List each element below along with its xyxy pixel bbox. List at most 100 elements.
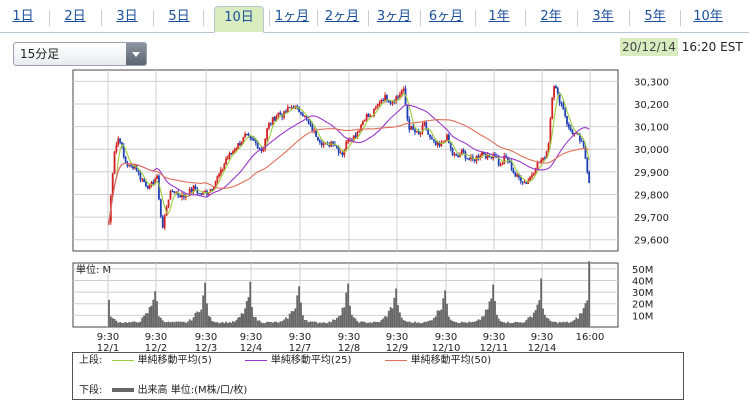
- tab-2年[interactable]: 2年: [540, 9, 562, 24]
- volume-bar: [146, 313, 149, 327]
- price-chart: 29,600 29,700 29,800 29,900 30,000 30,100 30,2…: [72, 69, 669, 352]
- candle-body: [519, 177, 522, 182]
- candle-body: [318, 140, 321, 143]
- volume-bar: [444, 290, 447, 327]
- tab-10日[interactable]: 10日: [214, 6, 264, 33]
- volume-bar: [545, 317, 548, 327]
- volume-bar: [244, 308, 246, 327]
- volume-bar: [481, 316, 483, 327]
- volume-bar: [419, 323, 422, 327]
- volume-bar: [374, 321, 377, 327]
- candle-body: [290, 107, 293, 109]
- candle-body: [298, 106, 301, 113]
- volume-bar: [260, 322, 263, 327]
- tab-separator: [49, 10, 50, 26]
- volume-bar: [423, 321, 426, 327]
- candle-body: [341, 152, 344, 156]
- candle-body: [507, 156, 509, 162]
- x-tick-time: 9:30: [195, 332, 217, 343]
- x-tick-date: 12/7: [289, 343, 311, 352]
- volume-tick-label: 40M: [632, 276, 653, 287]
- tab-10年[interactable]: 10年: [693, 9, 723, 24]
- volume-bar: [122, 322, 125, 327]
- volume-bar: [358, 322, 361, 327]
- candle-body: [440, 142, 443, 146]
- volume-bar: [251, 307, 253, 327]
- volume-bar: [209, 317, 212, 327]
- volume-bar: [447, 316, 450, 327]
- candle-body: [470, 156, 472, 160]
- chevron-down-icon[interactable]: [126, 43, 146, 65]
- interval-select[interactable]: 15分足: [13, 42, 147, 66]
- volume-bar: [462, 322, 465, 327]
- volume-bar: [196, 311, 199, 327]
- volume-bar: [128, 321, 131, 327]
- tab-2日[interactable]: 2日: [64, 9, 86, 24]
- candle-body: [427, 130, 430, 135]
- candle-body: [457, 155, 459, 158]
- tab-separator: [475, 10, 476, 26]
- tab-5日[interactable]: 5日: [168, 9, 190, 24]
- candle-body: [560, 102, 563, 104]
- volume-bar: [232, 321, 234, 327]
- volume-bar: [121, 323, 123, 327]
- legend-volume: 出来高 単位:(M株/口/枚): [137, 385, 248, 396]
- candle-body: [400, 90, 403, 95]
- volume-bar: [286, 318, 289, 327]
- candle-body: [397, 96, 399, 98]
- candle-body: [473, 159, 476, 161]
- candle-body: [303, 115, 306, 117]
- volume-bar: [499, 321, 502, 327]
- volume-bar: [457, 323, 459, 327]
- volume-bar: [547, 318, 550, 327]
- tab-5年[interactable]: 5年: [644, 9, 666, 24]
- legend-lower-label: 下段:: [79, 385, 103, 396]
- candle-body: [360, 124, 362, 131]
- volume-bar: [320, 322, 323, 327]
- volume-bar: [367, 322, 370, 327]
- volume-bar: [505, 323, 507, 327]
- volume-bar: [171, 321, 174, 327]
- tab-1ヶ月[interactable]: 1ヶ月: [274, 9, 310, 24]
- candle-body: [562, 103, 565, 110]
- volume-bar: [468, 321, 471, 327]
- volume-bar: [571, 321, 574, 327]
- tab-6ヶ月[interactable]: 6ヶ月: [428, 9, 464, 24]
- volume-bar: [527, 317, 530, 327]
- volume-bar: [393, 297, 396, 327]
- candle-body: [317, 136, 319, 141]
- volume-bar: [417, 322, 420, 327]
- volume-bar: [277, 322, 280, 327]
- volume-bar: [313, 321, 316, 327]
- candle-body: [429, 134, 431, 138]
- tab-3日[interactable]: 3日: [116, 9, 138, 24]
- volume-bar: [558, 321, 561, 327]
- tab-separator: [420, 10, 421, 26]
- legend-sma5: 単純移動平均(5): [137, 355, 212, 366]
- volume-bar: [271, 322, 274, 327]
- tab-separator: [317, 10, 318, 26]
- candle-body: [374, 106, 377, 109]
- volume-bar: [397, 305, 399, 327]
- tab-1日[interactable]: 1日: [12, 9, 34, 24]
- volume-bar: [216, 322, 219, 327]
- candle-body: [322, 143, 325, 146]
- candle-body: [251, 137, 253, 139]
- candle-body: [158, 175, 160, 200]
- candle-body: [181, 194, 183, 198]
- tab-1年[interactable]: 1年: [488, 9, 510, 24]
- volume-bar: [141, 317, 144, 327]
- candle-body: [534, 168, 537, 173]
- candle-body: [543, 157, 546, 159]
- tab-3ヶ月[interactable]: 3ヶ月: [376, 9, 412, 24]
- volume-bar: [343, 307, 346, 327]
- volume-bar: [228, 322, 231, 327]
- volume-bar: [449, 319, 452, 327]
- candle-body: [262, 149, 265, 151]
- price-tick-label: 30,000: [634, 145, 669, 156]
- tab-2ヶ月[interactable]: 2ヶ月: [324, 9, 360, 24]
- volume-bar: [362, 321, 364, 327]
- volume-bar: [391, 308, 394, 327]
- candle-body: [130, 165, 133, 167]
- tab-3年[interactable]: 3年: [592, 9, 614, 24]
